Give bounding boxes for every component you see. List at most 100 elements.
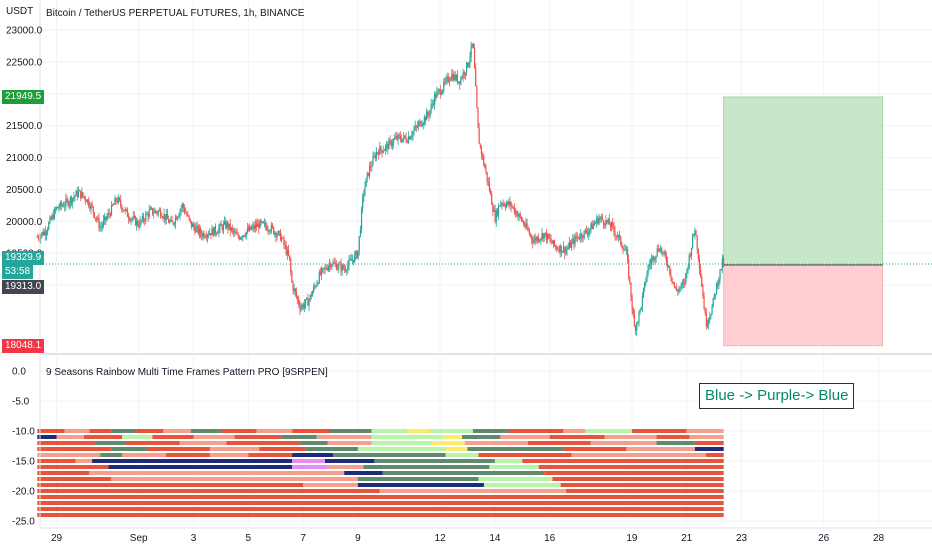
price-tick-label: 22500.0 bbox=[6, 57, 43, 68]
candle-body bbox=[521, 220, 524, 222]
candle-body bbox=[448, 80, 451, 82]
candle-body bbox=[130, 219, 132, 221]
candle-body bbox=[604, 224, 606, 226]
candle-body bbox=[246, 228, 248, 232]
candle-body bbox=[199, 228, 202, 234]
candle-body bbox=[549, 238, 551, 239]
candle-body bbox=[153, 213, 155, 214]
candle-body bbox=[166, 213, 169, 220]
candle-body bbox=[154, 210, 156, 214]
candle-body bbox=[446, 76, 448, 79]
candle-body bbox=[223, 221, 226, 224]
candle-body bbox=[210, 233, 212, 236]
candle-body bbox=[271, 225, 274, 228]
candle-body bbox=[185, 212, 187, 214]
loss-zone[interactable] bbox=[723, 264, 884, 347]
band-segment bbox=[75, 459, 93, 463]
candle-body bbox=[213, 226, 215, 236]
candle-body bbox=[94, 217, 97, 219]
candle-body bbox=[721, 258, 723, 270]
candle-body bbox=[373, 155, 375, 157]
candle-body bbox=[641, 295, 644, 308]
candle-body bbox=[91, 204, 93, 207]
candle-body bbox=[117, 197, 119, 202]
indicator-tick-label: -20.0 bbox=[12, 487, 35, 498]
band-segment bbox=[226, 441, 301, 445]
band-segment bbox=[89, 429, 112, 433]
candle-body bbox=[471, 43, 473, 46]
candle-body bbox=[656, 248, 658, 256]
band-segment bbox=[656, 435, 690, 439]
candle-body bbox=[702, 286, 704, 297]
candle-body bbox=[262, 221, 264, 223]
time-tick-label: 3 bbox=[191, 533, 197, 544]
band-segment bbox=[478, 477, 553, 481]
candle-body bbox=[285, 245, 287, 255]
candle-body bbox=[370, 166, 372, 168]
band-segment bbox=[220, 429, 257, 433]
candle-body bbox=[204, 236, 206, 238]
band-segment bbox=[689, 435, 724, 439]
candle-body bbox=[469, 56, 471, 63]
candle-body bbox=[293, 288, 295, 291]
candle-body bbox=[188, 215, 190, 219]
candle-body bbox=[700, 268, 702, 277]
candle-body bbox=[581, 233, 583, 238]
annotation-box[interactable]: Blue -> Purple-> Blue bbox=[699, 383, 855, 409]
time-tick-label: 7 bbox=[300, 533, 306, 544]
candle-body bbox=[149, 208, 151, 210]
candle-body bbox=[452, 74, 454, 81]
band-segment bbox=[259, 447, 306, 451]
candle-body bbox=[44, 231, 46, 236]
candle-body bbox=[122, 209, 124, 211]
candle-body bbox=[70, 197, 73, 203]
candle-body bbox=[574, 236, 576, 245]
candle-body bbox=[124, 209, 126, 212]
candle-body bbox=[191, 224, 194, 227]
candle-body bbox=[479, 144, 481, 147]
candle-body bbox=[186, 213, 188, 216]
candle-body bbox=[193, 224, 195, 228]
band-segment bbox=[292, 459, 326, 463]
symbol-title[interactable]: Bitcoin / TetherUS PERPETUAL FUTURES, 1h… bbox=[46, 8, 305, 19]
candle-body bbox=[99, 227, 101, 228]
candle-body bbox=[662, 252, 664, 254]
candle-body bbox=[406, 141, 408, 143]
candle-body bbox=[349, 259, 351, 261]
candle-body bbox=[601, 216, 604, 221]
candle-body bbox=[412, 131, 414, 136]
candle-body bbox=[718, 279, 720, 286]
candle-body bbox=[556, 246, 558, 250]
position-tool[interactable] bbox=[40, 96, 932, 347]
candle-body bbox=[657, 248, 659, 251]
candle-body bbox=[358, 236, 360, 251]
candle-body bbox=[668, 266, 670, 267]
candle-body bbox=[244, 236, 246, 238]
candle-body bbox=[347, 265, 349, 271]
candle-body bbox=[624, 249, 626, 251]
candle-body bbox=[162, 217, 164, 219]
candle-body bbox=[492, 204, 494, 212]
entry-price-label: 19313.0 bbox=[2, 280, 45, 295]
candle-body bbox=[437, 90, 439, 92]
candle-body bbox=[644, 281, 646, 289]
candle-body bbox=[292, 282, 294, 291]
time-tick-label: 14 bbox=[489, 533, 501, 544]
band-segment bbox=[83, 435, 123, 439]
candle-body bbox=[180, 208, 182, 211]
profit-zone[interactable] bbox=[723, 96, 884, 266]
currency-label: USDT bbox=[6, 6, 33, 17]
candle-body bbox=[113, 204, 115, 206]
band-segment bbox=[37, 453, 101, 457]
candle-body bbox=[342, 265, 344, 270]
candle-body bbox=[660, 248, 662, 252]
candle-body bbox=[713, 294, 715, 298]
candle-body bbox=[539, 239, 541, 241]
indicator-tick-label: -5.0 bbox=[12, 397, 30, 408]
indicator-title[interactable]: 9 Seasons Rainbow Multi Time Frames Patt… bbox=[46, 367, 328, 378]
candle-body bbox=[89, 206, 91, 209]
candle-body bbox=[102, 220, 105, 226]
candle-body bbox=[565, 250, 567, 254]
